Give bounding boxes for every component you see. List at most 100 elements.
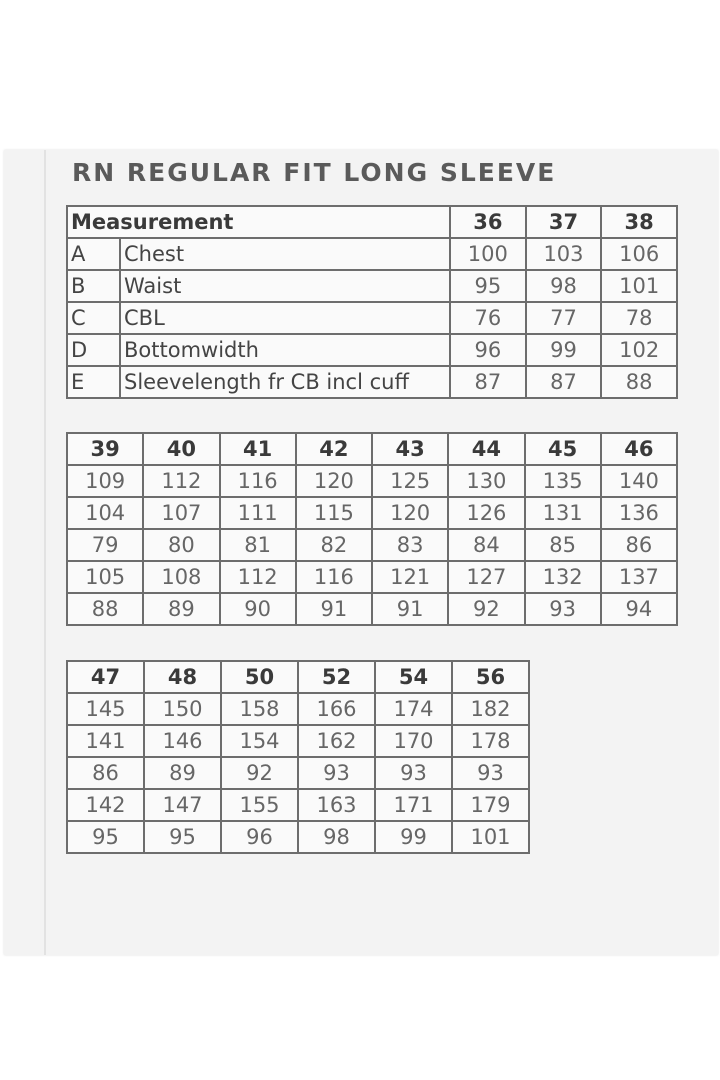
value-cell: 94 (599, 592, 679, 626)
value-cell: 104 (65, 496, 145, 530)
value-cell: 95 (66, 820, 145, 854)
measurement-name: Bottomwidth (119, 333, 451, 367)
value-cell: 150 (143, 692, 222, 726)
value-cell: 112 (218, 560, 297, 594)
table-row: 79 80 81 82 83 84 85 86 (65, 528, 679, 562)
value-cell: 91 (370, 592, 450, 626)
value-cell: 163 (297, 788, 376, 822)
value-cell: 125 (370, 464, 450, 498)
value-cell: 93 (374, 756, 453, 790)
value-cell: 101 (451, 820, 530, 854)
value-cell: 106 (600, 237, 678, 271)
value-cell: 112 (142, 464, 221, 498)
size-header: 44 (447, 432, 526, 466)
value-cell: 85 (523, 528, 602, 562)
measurement-code: D (66, 333, 121, 367)
size-header: 46 (599, 432, 679, 466)
value-cell: 116 (218, 464, 297, 498)
value-cell: 81 (218, 528, 297, 562)
value-cell: 135 (523, 464, 602, 498)
value-cell: 108 (142, 560, 221, 594)
value-cell: 146 (143, 724, 222, 758)
size-table-39-46: 39 40 41 42 43 44 45 46 109 112 116 120 125 130 135 140… (65, 432, 679, 626)
value-cell: 131 (523, 496, 602, 530)
table-row: A Chest 100 103 106 (66, 237, 678, 271)
value-cell: 179 (451, 788, 530, 822)
value-cell: 89 (142, 592, 221, 626)
value-cell: 178 (451, 724, 530, 758)
table-row: 105 108 112 116 121 127 132 137 (65, 560, 679, 594)
value-cell: 82 (294, 528, 374, 562)
value-cell: 101 (600, 269, 678, 303)
value-cell: 78 (600, 301, 678, 335)
value-cell: 162 (297, 724, 376, 758)
value-cell: 145 (66, 692, 145, 726)
table-row: B Waist 95 98 101 (66, 269, 678, 303)
value-cell: 87 (449, 365, 527, 399)
value-cell: 89 (143, 756, 222, 790)
value-cell: 98 (524, 269, 603, 303)
value-cell: 116 (294, 560, 374, 594)
value-cell: 100 (449, 237, 527, 271)
measurement-name: Sleevelength fr CB incl cuff (119, 365, 451, 399)
value-cell: 93 (451, 756, 530, 790)
value-cell: 84 (447, 528, 526, 562)
value-cell: 96 (449, 333, 527, 367)
value-cell: 95 (143, 820, 222, 854)
value-cell: 79 (65, 528, 145, 562)
measurement-code: A (66, 237, 121, 271)
value-cell: 76 (449, 301, 527, 335)
value-cell: 90 (218, 592, 297, 626)
measurement-code: E (66, 365, 121, 399)
value-cell: 155 (220, 788, 299, 822)
measurement-code: B (66, 269, 121, 303)
value-cell: 141 (66, 724, 145, 758)
table-row: 86 89 92 93 93 93 (66, 756, 530, 790)
size-header: 40 (142, 432, 221, 466)
value-cell: 98 (297, 820, 376, 854)
size-header: 41 (218, 432, 297, 466)
value-cell: 91 (294, 592, 374, 626)
value-cell: 83 (370, 528, 450, 562)
value-cell: 80 (142, 528, 221, 562)
value-cell: 109 (65, 464, 145, 498)
size-header: 48 (143, 660, 222, 694)
header-row: Measurement 36 37 38 (66, 205, 678, 239)
table-row: D Bottomwidth 96 99 102 (66, 333, 678, 367)
table-row: 142 147 155 163 171 179 (66, 788, 530, 822)
measurement-name: CBL (119, 301, 451, 335)
size-table-36-38: Measurement 36 37 38 A Chest 100 103 106 B Waist 95… (66, 205, 678, 399)
value-cell: 142 (66, 788, 145, 822)
table-row: 95 95 96 98 99 101 (66, 820, 530, 854)
value-cell: 99 (374, 820, 453, 854)
card-fold-line (44, 150, 46, 955)
measurement-header: Measurement (66, 205, 451, 239)
value-cell: 107 (142, 496, 221, 530)
size-chart-card: RN REGULAR FIT LONG SLEEVE Measurement 36… (4, 150, 718, 955)
value-cell: 111 (218, 496, 297, 530)
value-cell: 95 (449, 269, 527, 303)
table-row: C CBL 76 77 78 (66, 301, 678, 335)
header-row: 47 48 50 52 54 56 (66, 660, 530, 694)
value-cell: 120 (294, 464, 374, 498)
size-header: 52 (297, 660, 376, 694)
table-row: 109 112 116 120 125 130 135 140 (65, 464, 679, 498)
value-cell: 77 (524, 301, 603, 335)
header-row: 39 40 41 42 43 44 45 46 (65, 432, 679, 466)
size-table-47-56: 47 48 50 52 54 56 145 150 158 166 174 182 141 146 154 1… (66, 660, 530, 854)
value-cell: 88 (600, 365, 678, 399)
size-header: 43 (370, 432, 450, 466)
chart-title: RN REGULAR FIT LONG SLEEVE (72, 158, 557, 187)
size-header: 47 (66, 660, 145, 694)
size-header: 38 (600, 205, 678, 239)
value-cell: 170 (374, 724, 453, 758)
value-cell: 99 (524, 333, 603, 367)
value-cell: 96 (220, 820, 299, 854)
measurement-code: C (66, 301, 121, 335)
value-cell: 166 (297, 692, 376, 726)
size-header: 50 (220, 660, 299, 694)
value-cell: 132 (523, 560, 602, 594)
value-cell: 86 (599, 528, 679, 562)
value-cell: 182 (451, 692, 530, 726)
value-cell: 93 (297, 756, 376, 790)
